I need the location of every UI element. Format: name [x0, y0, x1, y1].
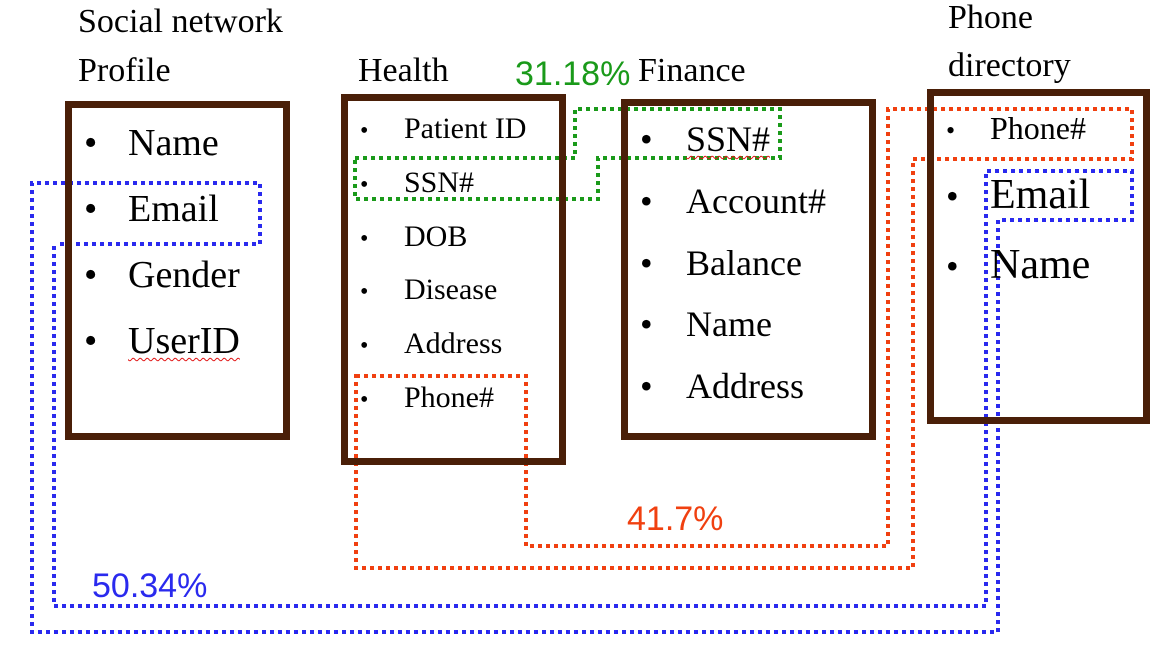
finance-item-account: • Account#: [640, 180, 826, 222]
bullet-icon: •: [360, 118, 369, 144]
finance-item-label: Name: [686, 304, 772, 344]
health-item-address: • Address: [360, 327, 502, 361]
phone-link-percentage: 41.7%: [627, 500, 724, 538]
ssn-link-path: [353, 107, 782, 201]
finance-item-balance: • Balance: [640, 242, 802, 284]
bullet-icon: •: [360, 333, 369, 359]
phone-directory-box: [927, 89, 1150, 424]
phone-item-phone: • Phone#: [946, 110, 1086, 147]
bullet-icon: •: [84, 320, 98, 362]
heading-finance: Finance: [638, 52, 746, 89]
finance-item-label: SSN#: [686, 119, 771, 159]
finance-item-label: Address: [686, 366, 804, 406]
social-item-label: Email: [128, 188, 219, 230]
bullet-icon: •: [946, 246, 959, 286]
bullet-icon: •: [640, 304, 653, 344]
bullet-icon: •: [640, 119, 653, 159]
phone-item-label: Email: [990, 172, 1091, 218]
finance-item-label: Account#: [686, 181, 826, 221]
social-item-label: UserID: [128, 320, 240, 362]
bullet-icon: •: [640, 181, 653, 221]
social-item-email: • Email: [84, 187, 219, 231]
phone-item-label: Phone#: [990, 110, 1086, 146]
health-box: [341, 94, 566, 465]
finance-box: [621, 99, 876, 440]
heading-health: Health: [358, 52, 449, 89]
bullet-icon: •: [360, 172, 369, 198]
social-item-name: • Name: [84, 121, 219, 165]
health-item-label: Disease: [404, 273, 498, 306]
ssn-link-percentage: 31.18%: [515, 55, 631, 93]
health-item-phone: • Phone#: [360, 381, 494, 415]
health-item-dob: • DOB: [360, 220, 467, 254]
bullet-icon: •: [946, 116, 956, 145]
health-item-patient-id: • Patient ID: [360, 112, 526, 146]
health-item-label: Patient ID: [404, 112, 527, 145]
email-link-path: [30, 169, 1134, 634]
heading-phone-line2: directory: [948, 47, 1071, 84]
phone-item-email: • Email: [946, 171, 1090, 219]
bullet-icon: •: [360, 387, 369, 413]
email-link-percentage: 50.34%: [92, 567, 208, 605]
finance-item-address: • Address: [640, 365, 804, 407]
bullet-icon: •: [84, 188, 98, 230]
bullet-icon: •: [640, 366, 653, 406]
health-item-label: DOB: [404, 220, 468, 253]
social-item-label: Gender: [128, 254, 240, 296]
finance-item-name: • Name: [640, 303, 772, 345]
health-item-ssn: • SSN#: [360, 166, 474, 200]
health-item-label: Address: [404, 327, 503, 360]
social-profile-box: [65, 101, 290, 440]
bullet-icon: •: [84, 122, 98, 164]
heading-phone-line1: Phone: [948, 0, 1033, 36]
health-item-label: Phone#: [404, 381, 494, 414]
bullet-icon: •: [640, 243, 653, 283]
health-item-disease: • Disease: [360, 273, 497, 307]
health-item-label: SSN#: [404, 166, 475, 199]
finance-item-ssn: • SSN#: [640, 118, 770, 160]
social-item-label: Name: [128, 122, 219, 164]
heading-social-line1: Social network: [78, 3, 283, 40]
social-item-gender: • Gender: [84, 253, 240, 297]
phone-item-name: • Name: [946, 241, 1090, 289]
bullet-icon: •: [360, 279, 369, 305]
phone-link-path: [354, 107, 1134, 570]
social-item-userid: • UserID: [84, 319, 240, 363]
heading-social-line2: Profile: [78, 52, 171, 89]
finance-item-label: Balance: [686, 243, 802, 283]
bullet-icon: •: [84, 254, 98, 296]
bullet-icon: •: [946, 176, 959, 216]
phone-item-label: Name: [990, 242, 1091, 288]
bullet-icon: •: [360, 226, 369, 252]
